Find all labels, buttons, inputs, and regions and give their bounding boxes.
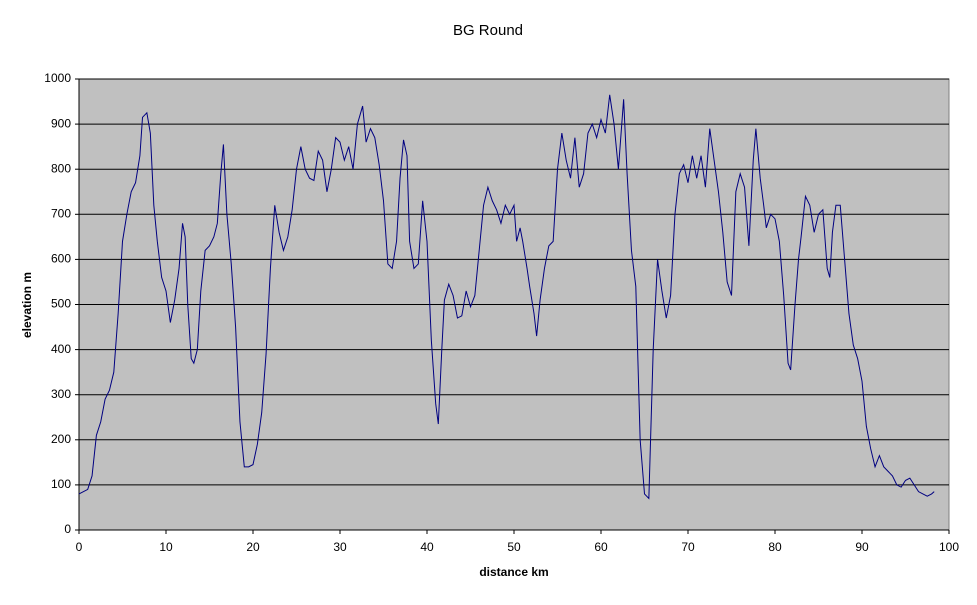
y-tick-label: 1000 [44, 71, 71, 85]
x-tick-label: 100 [939, 540, 959, 554]
x-tick-label: 90 [855, 540, 869, 554]
x-tick-label: 30 [333, 540, 347, 554]
y-tick-label: 0 [64, 522, 71, 536]
x-tick-label: 50 [507, 540, 521, 554]
y-tick-label: 600 [51, 252, 71, 266]
x-tick-label: 40 [420, 540, 434, 554]
x-tick-label: 60 [594, 540, 608, 554]
x-axis-label: distance km [479, 565, 548, 579]
x-tick-label: 20 [246, 540, 260, 554]
x-tick-label: 0 [76, 540, 83, 554]
y-tick-label: 800 [51, 161, 71, 175]
x-tick-label: 80 [768, 540, 782, 554]
y-tick-label: 900 [51, 116, 71, 130]
y-tick-label: 200 [51, 432, 71, 446]
line-series [78, 94, 935, 500]
y-tick-label: 700 [51, 206, 71, 220]
y-tick-label: 500 [51, 297, 71, 311]
x-tick-label: 10 [159, 540, 173, 554]
y-tick-label: 300 [51, 387, 71, 401]
y-tick-label: 100 [51, 477, 71, 491]
chart-title: BG Round [453, 22, 523, 39]
x-tick-label: 70 [681, 540, 695, 554]
y-tick-label: 400 [51, 342, 71, 356]
y-axis-label: elevation m [20, 272, 34, 338]
